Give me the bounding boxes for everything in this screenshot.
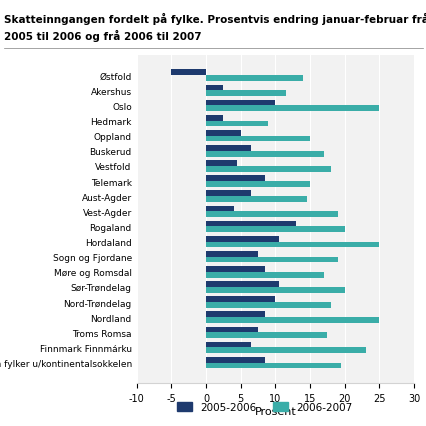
Bar [206, 206, 233, 212]
Bar [206, 76, 302, 82]
Legend: 2005-2006, 2006-2007: 2005-2006, 2006-2007 [172, 398, 356, 417]
Bar [206, 191, 250, 197]
Bar [206, 302, 330, 308]
Bar [206, 317, 379, 323]
Bar [206, 136, 309, 142]
Bar [206, 251, 257, 257]
Bar [206, 282, 278, 287]
Bar [206, 348, 365, 354]
Bar [206, 287, 344, 293]
Text: 2005 til 2006 og frå 2006 til 2007: 2005 til 2006 og frå 2006 til 2007 [4, 30, 201, 42]
Bar [206, 363, 340, 368]
Bar [206, 106, 379, 112]
Bar [206, 212, 337, 218]
Bar [206, 236, 278, 242]
Bar [206, 272, 323, 278]
Bar [206, 121, 268, 127]
Bar [206, 296, 275, 302]
Bar [206, 152, 323, 157]
Bar [206, 333, 327, 338]
Bar [206, 312, 265, 317]
Bar [206, 181, 309, 187]
Bar [206, 101, 275, 106]
Bar [206, 161, 237, 167]
Bar [206, 242, 379, 248]
Bar [206, 91, 285, 97]
Bar [206, 85, 223, 91]
Bar [171, 70, 206, 76]
Bar [206, 197, 306, 202]
Bar [206, 167, 330, 172]
Bar [206, 176, 265, 181]
Bar [206, 115, 223, 121]
Bar [206, 267, 265, 272]
Bar [206, 221, 296, 227]
Bar [206, 342, 250, 348]
Text: Skatteinngangen fordelt på fylke. Prosentvis endring januar-februar frå: Skatteinngangen fordelt på fylke. Prosen… [4, 13, 426, 25]
Bar [206, 257, 337, 263]
Bar [206, 327, 257, 333]
Bar [206, 131, 240, 136]
Bar [206, 146, 250, 152]
Bar [206, 357, 265, 363]
Bar [206, 227, 344, 233]
X-axis label: Prosent: Prosent [254, 406, 296, 416]
